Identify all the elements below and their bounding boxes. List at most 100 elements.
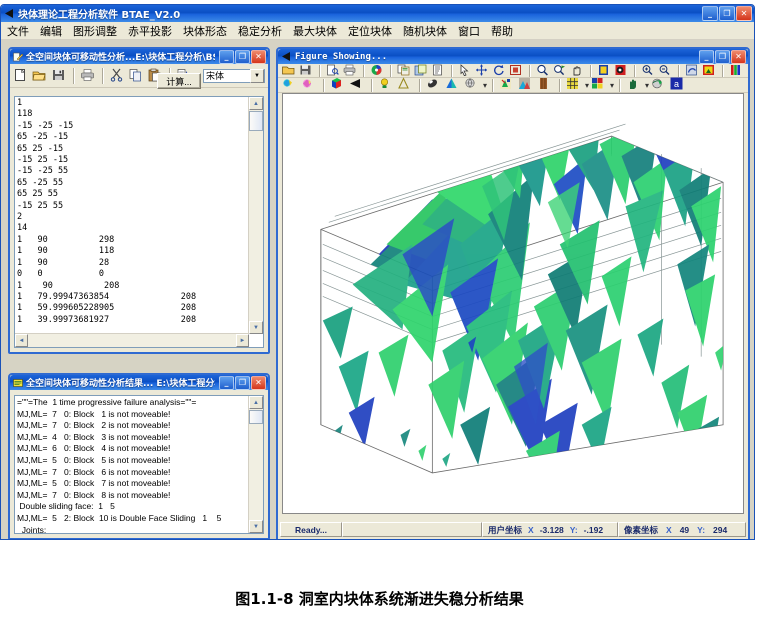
editor-maximize-button[interactable]: ❐	[235, 49, 250, 64]
rotate-icon[interactable]	[492, 63, 507, 79]
cube-icon[interactable]	[330, 77, 347, 93]
color-bars-icon[interactable]	[729, 63, 744, 79]
new-icon[interactable]	[13, 68, 30, 84]
menu-item-random-block[interactable]: 随机块体	[403, 25, 447, 38]
pan-move-icon[interactable]	[475, 63, 490, 79]
blocks-cyan-icon[interactable]	[282, 77, 299, 93]
menu-item-window[interactable]: 窗口	[458, 25, 480, 38]
copy-image-icon[interactable]	[397, 63, 412, 79]
cone-icon[interactable]	[397, 77, 414, 93]
menu-item-graphics[interactable]: 图形调整	[73, 25, 117, 38]
pyramid-icon[interactable]	[445, 77, 462, 93]
menu-item-locate-block[interactable]: 定位块体	[348, 25, 392, 38]
zoom-in-icon[interactable]	[641, 63, 656, 79]
dropdown-dot-icon[interactable]: ▾	[610, 80, 615, 90]
page-icon[interactable]	[597, 63, 612, 79]
scroll-down-button[interactable]: ▼	[249, 520, 263, 533]
scroll-up-button[interactable]: ▲	[249, 97, 263, 110]
hand-icon[interactable]	[570, 63, 585, 79]
shade-icon[interactable]	[426, 77, 443, 93]
app-restore-button[interactable]: ❐	[719, 6, 735, 21]
result-close-button[interactable]: ✕	[251, 375, 266, 390]
refresh-icon[interactable]	[685, 63, 700, 79]
open-icon[interactable]	[282, 63, 297, 79]
editor-scroll-thumb[interactable]	[249, 111, 263, 131]
figure-title-bar[interactable]: Figure Showing... _ ❐ ✕	[278, 49, 748, 64]
app-title-bar[interactable]: 块体理论工程分析软件 BTAE_V2.0 _ ❐ ✕	[1, 5, 754, 22]
dropdown-dot-icon[interactable]: ▾	[645, 80, 650, 90]
text-a-icon[interactable]: a	[670, 77, 687, 93]
select-arrow-icon[interactable]	[458, 63, 473, 79]
hand-paint-icon[interactable]	[626, 77, 643, 93]
chevron-down-icon[interactable]: ▼	[250, 68, 264, 83]
result-scroll-thumb[interactable]	[249, 410, 263, 424]
mesh-icon[interactable]	[566, 77, 583, 93]
menu-item-file[interactable]: 文件	[7, 25, 29, 38]
dropdown-dot-icon[interactable]: ▾	[585, 80, 590, 90]
figure-canvas[interactable]	[282, 93, 744, 514]
hscroll-track[interactable]	[28, 334, 236, 347]
palette-grid-icon[interactable]	[591, 77, 608, 93]
print-preview-icon[interactable]	[326, 63, 341, 79]
result-title-bar[interactable]: 全空间块体可移动性分析结果... E:\块体工程分析... _ ❐ ✕	[10, 375, 268, 390]
dropdown-dot-icon[interactable]: ▾	[483, 80, 488, 90]
editor-close-button[interactable]: ✕	[251, 49, 266, 64]
light-icon[interactable]	[378, 77, 395, 93]
figure-maximize-button[interactable]: ❐	[715, 49, 730, 64]
column-icon[interactable]	[537, 77, 554, 93]
sphere-icon[interactable]	[651, 77, 668, 93]
globe-icon[interactable]	[464, 77, 481, 93]
result-text-area[interactable]: =""=The 1 time progressive failure analy…	[14, 395, 264, 534]
blocks-magenta-icon[interactable]	[301, 77, 318, 93]
scroll-left-button[interactable]: ◄	[15, 334, 28, 347]
editor-title-bar[interactable]: 全空间块体可移动性分析...E:\块体工程分析\BS\... _ ❐ ✕	[10, 49, 268, 64]
menu-item-stability[interactable]: 稳定分析	[238, 25, 282, 38]
open-icon[interactable]	[32, 68, 49, 84]
editor-text-area[interactable]: 1 118 -15 -25 -15 65 -25 -15 65 25 -15 -…	[14, 96, 264, 348]
scroll-up-button[interactable]: ▲	[249, 396, 263, 409]
calculate-button[interactable]: 计算...	[157, 73, 201, 89]
editor-horizontal-scrollbar[interactable]: ◄ ►	[15, 333, 249, 347]
editor-minimize-button[interactable]: _	[219, 49, 234, 64]
font-select[interactable]: 宋体 ▼	[203, 68, 265, 83]
copy-icon[interactable]	[128, 68, 145, 84]
zoom-out-icon[interactable]	[658, 63, 673, 79]
print-icon[interactable]	[343, 63, 358, 79]
editor-title-text: 全空间块体可移动性分析...E:\块体工程分析\BS\...	[26, 53, 215, 63]
cut-icon[interactable]	[109, 68, 126, 84]
color-palette-icon[interactable]	[370, 63, 385, 79]
menu-item-stereonet[interactable]: 赤平投影	[128, 25, 172, 38]
figure-close-button[interactable]: ✕	[731, 49, 746, 64]
print-icon[interactable]	[80, 68, 97, 84]
menu-item-edit[interactable]: 编辑	[40, 25, 62, 38]
app-minimize-button[interactable]: _	[702, 6, 718, 21]
menu-item-max-block[interactable]: 最大块体	[293, 25, 337, 38]
result-maximize-button[interactable]: ❐	[235, 375, 250, 390]
save-icon[interactable]	[51, 68, 68, 84]
main-menu-bar: 文件 编辑 图形调整 赤平投影 块体形态 稳定分析 最大块体 定位块体 随机块体…	[1, 22, 754, 40]
zoom-window-icon[interactable]	[553, 63, 568, 79]
target-icon[interactable]	[614, 63, 629, 79]
paste-image-icon[interactable]	[414, 63, 429, 79]
menu-item-help[interactable]: 帮助	[491, 25, 513, 38]
box-select-icon[interactable]	[509, 63, 524, 79]
grid-color-icon[interactable]	[702, 63, 717, 79]
properties-icon[interactable]	[431, 63, 446, 79]
editor-vertical-scrollbar[interactable]: ▲ ▼	[248, 97, 263, 334]
pixel-y-value: 294	[713, 524, 728, 535]
result-minimize-button[interactable]: _	[219, 375, 234, 390]
result-vertical-scrollbar[interactable]: ▲ ▼	[248, 396, 263, 533]
menu-item-block-shape[interactable]: 块体形态	[183, 25, 227, 38]
editor-window: 全空间块体可移动性分析...E:\块体工程分析\BS\... _ ❐ ✕	[8, 47, 270, 354]
app-close-button[interactable]: ✕	[736, 6, 752, 21]
scroll-down-button[interactable]: ▼	[249, 321, 263, 334]
stereonet-icon[interactable]	[499, 77, 516, 93]
zoom-icon[interactable]	[536, 63, 551, 79]
figure-minimize-button[interactable]: _	[699, 49, 714, 64]
wedge-icon[interactable]	[349, 77, 366, 93]
toolbar-separator	[722, 64, 724, 77]
scroll-right-button[interactable]: ►	[236, 334, 249, 347]
joint-icon[interactable]	[518, 77, 535, 93]
toolbar-separator	[419, 78, 421, 92]
save-icon[interactable]	[299, 63, 314, 79]
